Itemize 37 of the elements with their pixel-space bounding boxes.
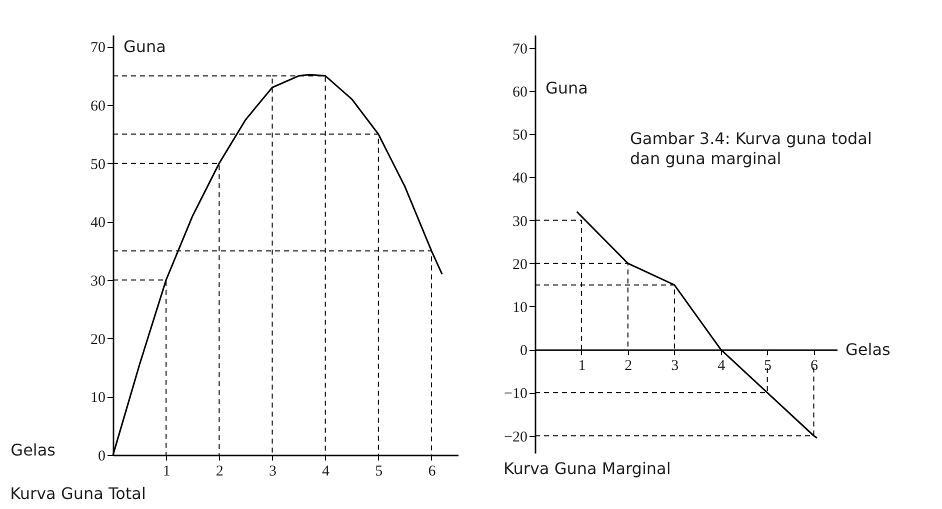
x-tick-label: 3 <box>268 464 276 480</box>
y-tick-label: 20 <box>90 332 106 348</box>
y-tick-label: 60 <box>512 84 528 101</box>
x-tick-label: 3 <box>671 358 679 374</box>
x-tick-label: 4 <box>322 464 330 480</box>
text: Kurva Guna Marginal <box>504 459 671 478</box>
annotation: Gambar 3.4: Kurva guna todal dan guna marginal <box>630 129 872 168</box>
x-tick-label: 5 <box>375 464 383 480</box>
x-tick-label: 1 <box>578 358 586 374</box>
x-tick-label: 5 <box>764 358 772 374</box>
y-tick-label: 10 <box>90 390 106 406</box>
y-axis-title: Guna <box>546 78 588 98</box>
y-tick-label: 50 <box>512 128 528 144</box>
x-tick-label: 6 <box>428 464 436 480</box>
x-axis-title: Gelas <box>10 440 56 460</box>
y-tick-label: 70 <box>512 41 528 58</box>
y-tick-label: 40 <box>512 170 528 187</box>
y-tick-label: 30 <box>90 274 106 290</box>
y-tick-label: 10 <box>512 300 528 316</box>
y-tick-label: 20 <box>512 256 528 273</box>
y-tick-label: 60 <box>90 98 106 114</box>
y-tick-label: 70 <box>90 40 106 56</box>
x-tick-label: 1 <box>162 464 170 480</box>
y-axis-title: Guna <box>124 37 166 56</box>
y-tick-label: 50 <box>90 156 106 173</box>
y-tick-label: −10 <box>504 386 528 402</box>
x-tick-label: 6 <box>810 358 819 374</box>
y-tick-label: 30 <box>512 214 528 230</box>
x-tick-label: 2 <box>216 464 224 480</box>
text: Kurva Guna Total <box>10 484 146 503</box>
y-tick-label: 0 <box>520 343 528 360</box>
y-tick-label: 40 <box>90 215 106 232</box>
x-axis-title: Gelas <box>846 340 890 360</box>
x-tick-label: 2 <box>624 358 632 374</box>
y-tick-label: −20 <box>504 429 528 446</box>
x-tick-label: 4 <box>718 358 726 374</box>
y-tick-label: 0 <box>98 448 106 464</box>
